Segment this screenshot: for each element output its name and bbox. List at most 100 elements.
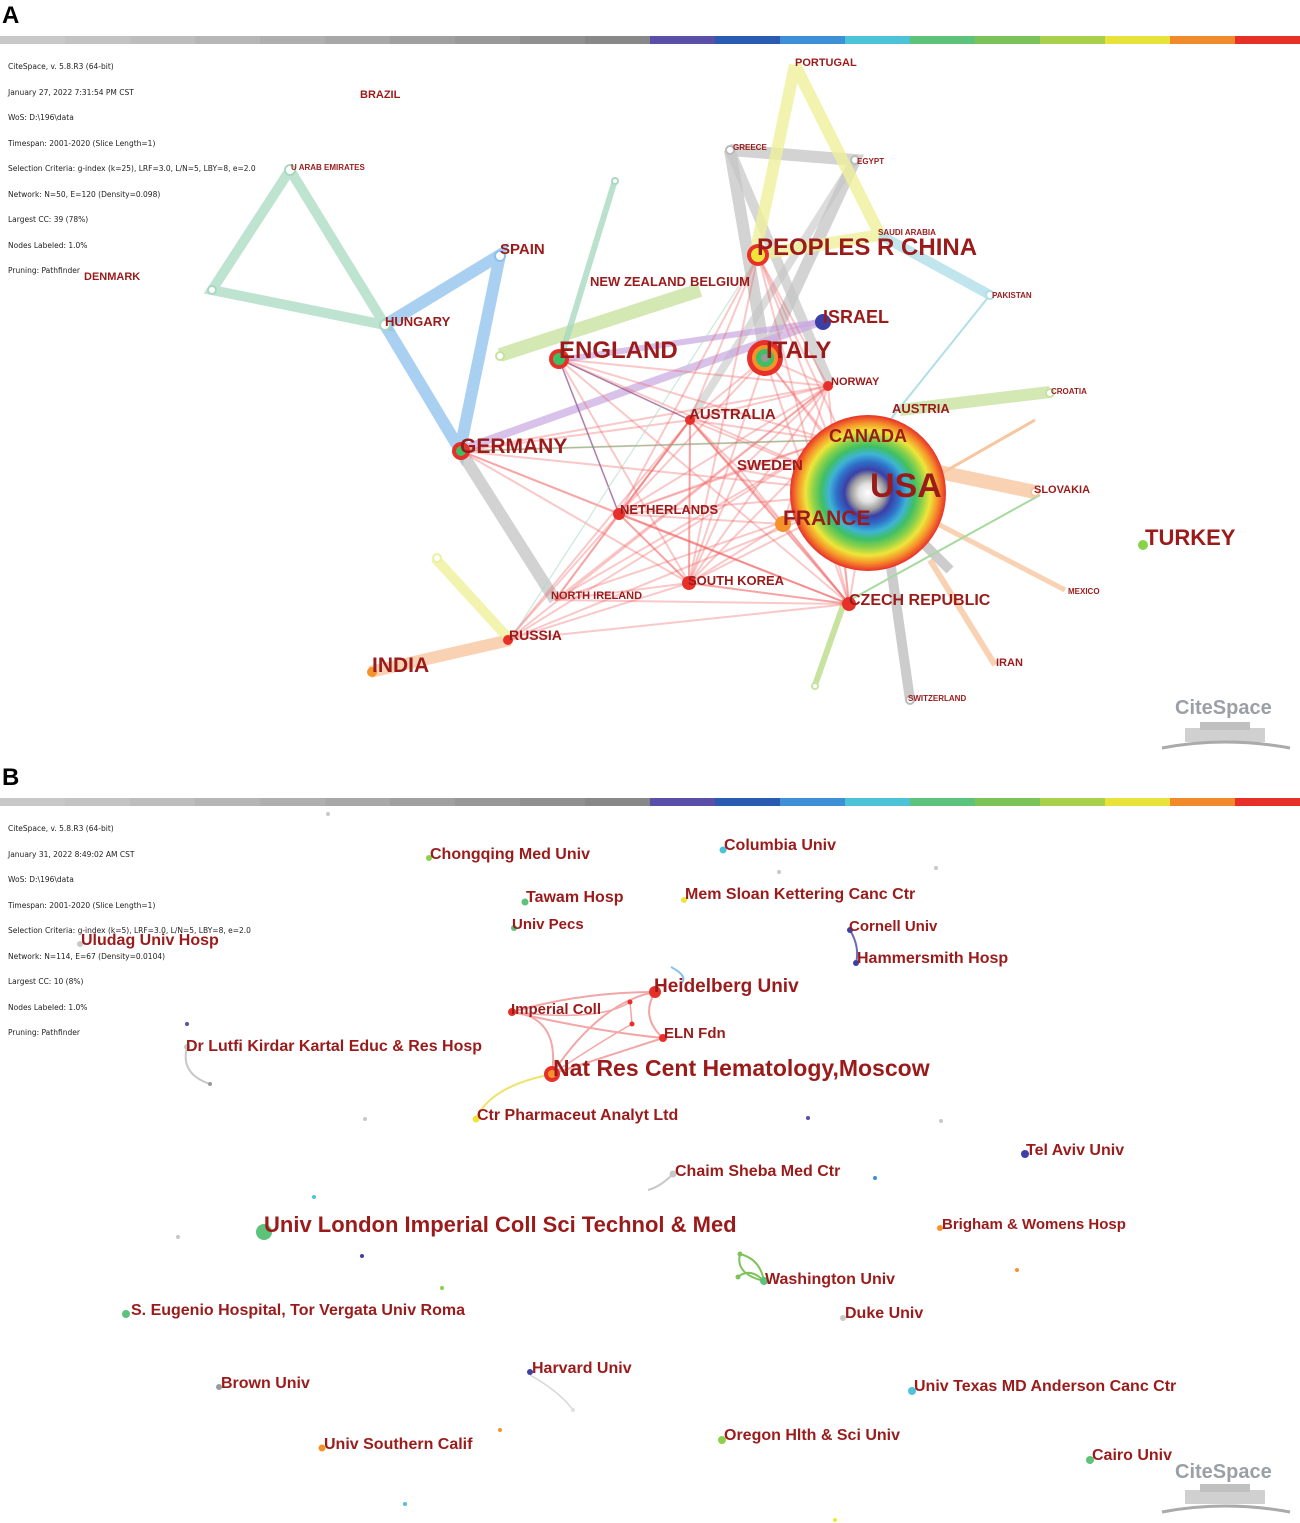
node-india[interactable] (367, 667, 377, 677)
meta-line: Pruning: Pathfinder (8, 266, 80, 275)
node-czech[interactable] (842, 597, 856, 611)
label-germany: GERMANY (460, 435, 567, 458)
node-unlabeled[interactable] (934, 866, 938, 870)
node-unlabeled[interactable] (360, 1254, 364, 1258)
node-russia[interactable] (503, 635, 513, 645)
node-cornell[interactable] (847, 927, 853, 933)
label-usc: Univ Southern Calif (324, 1436, 473, 1453)
node-duke[interactable] (840, 1315, 846, 1321)
node-unlabeled[interactable] (312, 1195, 316, 1199)
node-unlabeled[interactable] (806, 1116, 810, 1120)
node-unlabeled[interactable] (611, 177, 619, 185)
node-mdanderson[interactable] (908, 1387, 916, 1395)
node-switzerland[interactable] (905, 695, 915, 705)
node-unlabeled[interactable] (176, 1235, 180, 1239)
label-lutfi: Dr Lutfi Kirdar Kartal Educ & Res Hosp (186, 1038, 482, 1055)
node-harvard[interactable] (527, 1369, 533, 1375)
label-pecs: Univ Pecs (512, 916, 584, 933)
node-uludag[interactable] (77, 941, 83, 947)
node-ctrpharm[interactable] (472, 1115, 480, 1123)
label-uae: U ARAB EMIRATES (291, 163, 365, 172)
node-chongqing[interactable] (426, 855, 432, 861)
network-graph-a: USA PEOPLES R CHINA ITALY ENGLAND GERMAN… (84, 57, 1291, 750)
node-unlabeled[interactable] (873, 1176, 877, 1180)
node-unlabeled[interactable] (495, 351, 505, 361)
node-telaviv[interactable] (1021, 1150, 1029, 1158)
node-heidelberg[interactable] (649, 986, 661, 998)
node-usa[interactable] (790, 415, 946, 571)
node-australia[interactable] (685, 415, 695, 425)
node-slovakia[interactable] (1030, 487, 1040, 497)
node-imperial[interactable] (508, 1008, 516, 1016)
node-china[interactable] (747, 244, 769, 266)
edge-line (460, 439, 831, 452)
label-belgium: BELGIUM (690, 274, 750, 289)
node-norway[interactable] (823, 381, 833, 391)
node-uae[interactable] (284, 164, 296, 176)
node-israel[interactable] (815, 314, 831, 330)
node-unlabeled[interactable] (185, 1022, 189, 1026)
node-unlabeled[interactable] (432, 553, 442, 563)
meta-line: WoS: D:\196\data (8, 875, 74, 884)
node-unlabeled[interactable] (208, 1082, 212, 1086)
node-pakistan[interactable] (985, 290, 995, 300)
node-greece[interactable] (725, 145, 735, 155)
label-sweden: SWEDEN (737, 457, 803, 474)
node-tawam[interactable] (521, 898, 529, 906)
node-brigham[interactable] (937, 1225, 943, 1231)
node-usc[interactable] (318, 1444, 326, 1452)
node-germany[interactable] (452, 442, 470, 460)
node-eugenio[interactable] (122, 1310, 130, 1318)
edge-line (688, 582, 850, 605)
node-unlabeled[interactable] (207, 285, 217, 295)
node-moscow-core[interactable] (548, 1070, 556, 1078)
edge-line (507, 603, 850, 641)
node-unlabeled[interactable] (1015, 1268, 1019, 1272)
node-egypt[interactable] (850, 155, 860, 165)
node-pecs[interactable] (511, 925, 517, 931)
node-oregon[interactable] (718, 1436, 726, 1444)
node-italy[interactable] (747, 340, 783, 376)
node-columbia[interactable] (719, 846, 727, 854)
edge-line (757, 254, 831, 441)
node-hungary[interactable] (379, 319, 391, 331)
node-sheba[interactable] (669, 1170, 677, 1178)
node-croatia[interactable] (1045, 388, 1055, 398)
edge-line (688, 523, 784, 584)
citespace-logo-a: CiteSpace (1161, 697, 1291, 750)
node-spain[interactable] (494, 250, 506, 262)
node-washington[interactable] (760, 1277, 768, 1285)
node-cairo[interactable] (1086, 1456, 1094, 1464)
edge-line (739, 469, 850, 605)
node-unlabeled[interactable] (403, 1502, 407, 1506)
node-unlabeled[interactable] (571, 1408, 575, 1412)
label-spain: SPAIN (500, 241, 545, 258)
node-unlabeled[interactable] (833, 1518, 837, 1522)
node-lutfi[interactable] (184, 1044, 190, 1050)
label-msk: Mem Sloan Kettering Canc Ctr (685, 886, 915, 903)
node-france[interactable] (775, 516, 791, 532)
node-unlabeled[interactable] (627, 999, 633, 1005)
node-unlabeled[interactable] (777, 870, 781, 874)
label-italy: ITALY (766, 337, 831, 364)
node-unlabeled[interactable] (737, 1251, 743, 1257)
node-unlabeled[interactable] (326, 812, 330, 816)
node-england[interactable] (549, 349, 569, 369)
node-unlabeled[interactable] (440, 1286, 444, 1290)
node-eln[interactable] (659, 1034, 667, 1042)
node-south-korea[interactable] (682, 576, 696, 590)
node-unlabeled[interactable] (811, 682, 819, 690)
label-harvard: Harvard Univ (532, 1360, 632, 1377)
node-netherlands[interactable] (613, 508, 625, 520)
node-brown[interactable] (216, 1384, 222, 1390)
node-hammersmith[interactable] (853, 960, 859, 966)
node-unlabeled[interactable] (498, 1428, 502, 1432)
node-unlabeled[interactable] (629, 1021, 635, 1027)
node-unlabeled[interactable] (363, 1117, 367, 1121)
run-metadata-b: CiteSpace, v. 5.8.R3 (64-bit) January 31… (8, 808, 251, 1055)
node-unlabeled[interactable] (735, 1274, 741, 1280)
node-turkey[interactable] (1138, 540, 1148, 550)
node-unlabeled[interactable] (939, 1119, 943, 1123)
node-msk[interactable] (681, 897, 687, 903)
node-ucl[interactable] (256, 1224, 272, 1240)
